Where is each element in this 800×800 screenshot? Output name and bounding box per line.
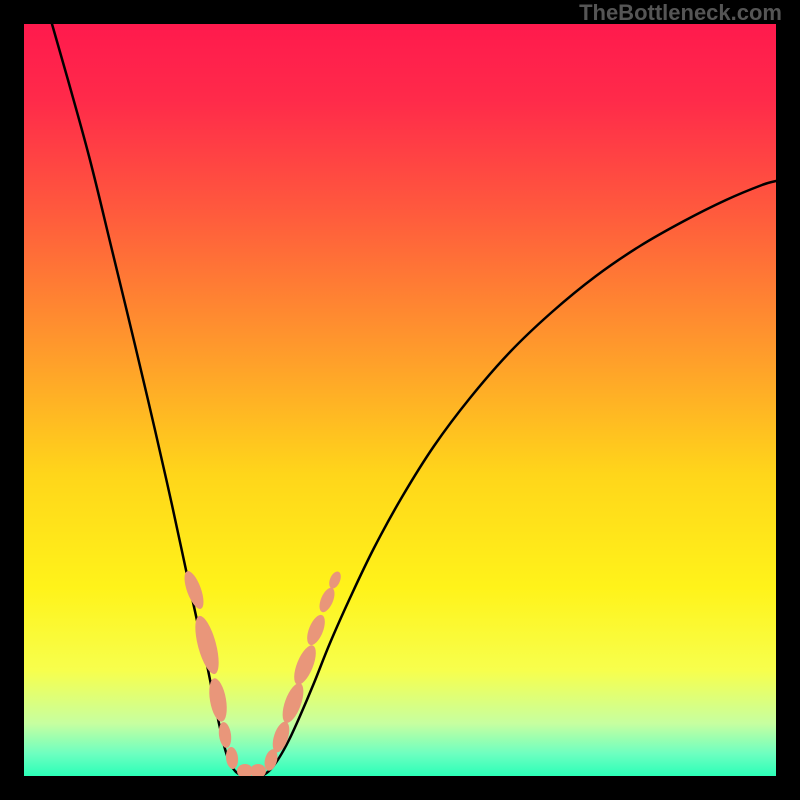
bottleneck-chart bbox=[0, 0, 800, 800]
salmon-blob-6 bbox=[250, 764, 266, 778]
watermark-text: TheBottleneck.com bbox=[579, 0, 782, 26]
chart-background bbox=[24, 24, 776, 776]
chart-container: { "watermark": { "text": "TheBottleneck.… bbox=[0, 0, 800, 800]
